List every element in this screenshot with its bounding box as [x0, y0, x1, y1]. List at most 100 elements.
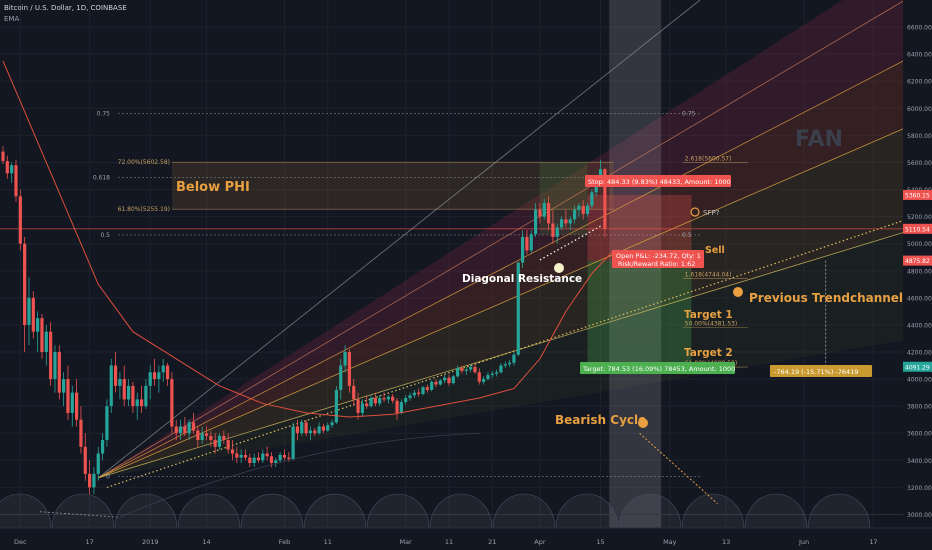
sell-label: Sell — [705, 245, 725, 256]
candle-body — [430, 381, 434, 390]
candle-body — [585, 205, 590, 214]
candle-body — [477, 372, 481, 382]
previous-trendchannel-dot — [733, 287, 743, 297]
price-marker-label: 4875.82 — [905, 258, 930, 265]
x-tick-label: 17 — [869, 538, 877, 546]
candle-body — [360, 403, 364, 413]
diagonal-resistance-label: Diagonal Resistance — [462, 273, 582, 285]
candle-body — [533, 209, 538, 235]
candle-body — [300, 422, 304, 434]
candle-body — [222, 435, 226, 440]
cycle-arc — [618, 493, 682, 529]
candle-body — [469, 366, 473, 370]
candle-body — [373, 398, 377, 404]
fan-ray — [98, 0, 701, 479]
candle-body — [295, 426, 300, 434]
candle-body — [14, 165, 18, 197]
candle-body — [183, 426, 187, 434]
price-axis-bg — [903, 0, 932, 550]
candle-body — [157, 372, 161, 380]
target-zone — [587, 260, 692, 367]
candle-body — [70, 392, 74, 413]
candle-body — [529, 234, 533, 251]
candle-body — [352, 385, 356, 400]
fib-label: 0.618 — [93, 174, 110, 181]
fib-label-right: 0.75 — [682, 111, 696, 118]
y-tick-label: 5800.00 — [907, 133, 932, 140]
candle-body — [252, 457, 256, 464]
y-tick-label: 4000.00 — [907, 377, 932, 384]
candle-body — [378, 398, 382, 404]
candle-body — [590, 192, 594, 206]
candle-body — [521, 236, 525, 263]
fan-ray — [98, 127, 906, 479]
candle-body — [447, 377, 451, 384]
cycle-start-dash — [39, 511, 119, 518]
target-label: Target: 784.53 (16.09%) 78453, Amount: 1… — [582, 365, 735, 373]
candle-body — [577, 205, 581, 210]
candle-body — [274, 460, 278, 464]
fan-ray — [98, 0, 906, 479]
x-tick-label: Jun — [798, 538, 809, 546]
candle-body — [568, 219, 572, 224]
candle-body — [473, 366, 477, 373]
x-tick-label: Mar — [400, 538, 413, 546]
candle-body — [594, 182, 598, 193]
candle-body — [443, 377, 447, 381]
x-tick-label: Dec — [14, 538, 27, 546]
candle-body — [248, 457, 252, 464]
trend-lines — [0, 0, 906, 515]
candle-body — [161, 365, 165, 373]
candle-body — [512, 354, 516, 363]
y-tick-label: 4200.00 — [907, 350, 932, 357]
candle-body — [490, 373, 494, 376]
entry-zone — [539, 162, 588, 235]
candle-body — [278, 454, 282, 461]
cycle-arc — [429, 493, 493, 529]
y-tick-label: 6600.00 — [907, 25, 932, 32]
candle-body — [356, 399, 360, 413]
candle-body — [144, 385, 148, 407]
time-axis-bg — [0, 528, 932, 550]
fib-label: 0.5 — [100, 232, 110, 239]
sfp-label: SFP? — [703, 209, 720, 217]
candle-body — [122, 379, 126, 400]
candles — [1, 146, 607, 495]
x-tick-label: May — [663, 538, 677, 546]
bearish-cycle-dot — [638, 418, 648, 428]
candle-body — [486, 375, 490, 380]
candle-body — [62, 379, 66, 393]
candle-body — [542, 203, 546, 217]
candle-body — [347, 352, 351, 386]
price-marker-box — [903, 361, 932, 372]
y-tick-label: 6000.00 — [907, 106, 932, 113]
candle-body — [243, 454, 248, 458]
candle-body — [269, 456, 274, 464]
candle-body — [10, 165, 14, 174]
x-tick-label: 11 — [324, 538, 332, 546]
y-tick-label: 3600.00 — [907, 431, 932, 438]
candle-body — [495, 372, 499, 374]
y-tick-label: 3800.00 — [907, 404, 932, 411]
pnl-label-line2: Risk/Reward Ratio: 1.62 — [618, 260, 695, 268]
x-tick-label: 15 — [596, 538, 604, 546]
candle-body — [191, 422, 196, 431]
bearish-cycle-label: Bearish Cycle — [555, 413, 646, 427]
y-tick-label: 6200.00 — [907, 79, 932, 86]
price-marker-label: 4091.29 — [905, 364, 930, 371]
ema-legend: EMA — [4, 15, 19, 23]
candle-body — [88, 473, 92, 488]
y-tick-label: 5200.00 — [907, 214, 932, 221]
below-phi-label: Below PHI — [176, 180, 250, 195]
y-tick-label: 3400.00 — [907, 458, 932, 465]
candle-body — [261, 453, 265, 461]
candle-body — [226, 440, 230, 450]
candle-body — [187, 422, 191, 434]
candle-body — [369, 398, 373, 407]
candle-body — [503, 364, 507, 366]
x-tick-label: 2019 — [142, 538, 159, 546]
cycle-arc — [744, 493, 808, 529]
price-marker-box — [903, 223, 932, 234]
pnl-label-line1: Open P&L: -234.72, Qty: 1 — [616, 252, 701, 260]
